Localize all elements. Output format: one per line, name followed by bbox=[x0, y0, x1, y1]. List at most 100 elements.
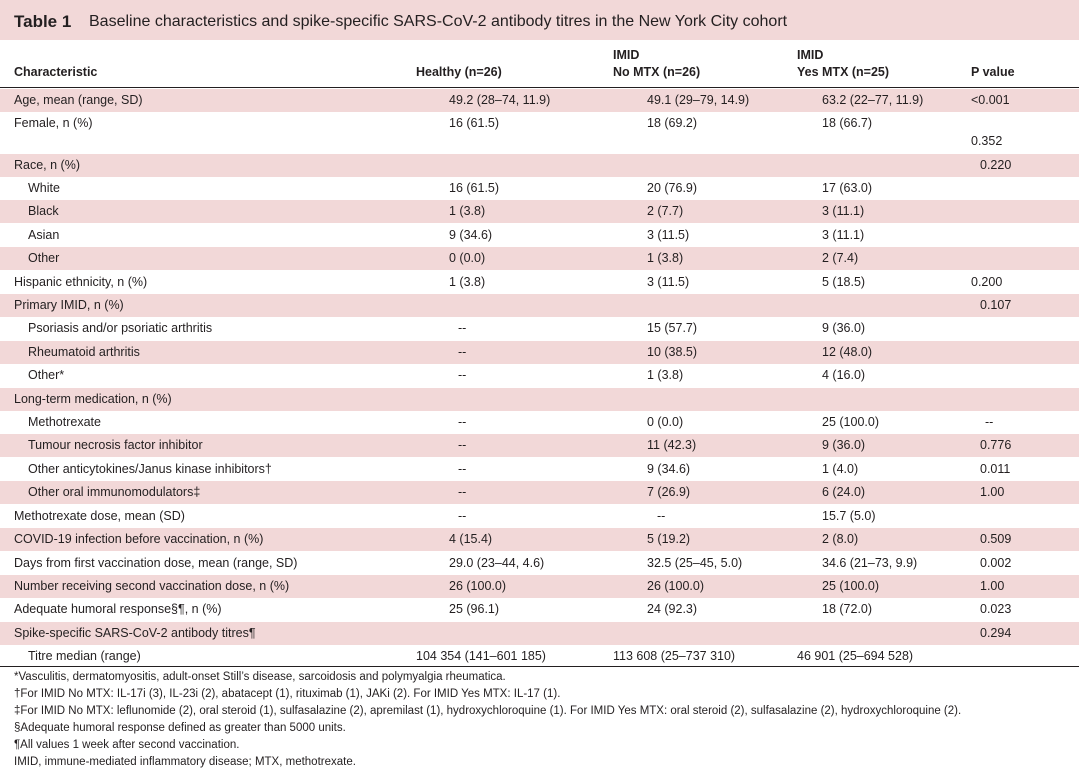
cell-pvalue: 0.107 bbox=[980, 298, 1012, 312]
cell-pvalue: 0.002 bbox=[980, 556, 1012, 570]
table-title: Baseline characteristics and spike-speci… bbox=[89, 13, 788, 30]
table-row: Black 1 (3.8) 2 (7.7) 3 (11.1) bbox=[0, 200, 1079, 223]
row-label: Primary IMID, n (%) bbox=[14, 298, 124, 312]
table-row: Titre median (range) 104 354 (141–601 18… bbox=[0, 645, 1079, 668]
table-row: Days from first vaccination dose, mean (… bbox=[0, 552, 1079, 575]
header-imid-no-line1: IMID bbox=[613, 48, 640, 62]
header-characteristic: Characteristic bbox=[14, 65, 98, 79]
row-label: Other anticytokines/Janus kinase inhibit… bbox=[28, 462, 272, 476]
header-pvalue: P value bbox=[971, 65, 1015, 79]
cell-no-mtx: -- bbox=[657, 509, 666, 523]
cell-healthy: -- bbox=[458, 415, 467, 429]
cell-pvalue: 0.509 bbox=[980, 532, 1012, 546]
cell-yes-mtx: 2 (8.0) bbox=[822, 532, 859, 546]
cell-healthy: 0 (0.0) bbox=[449, 251, 486, 265]
cell-yes-mtx: 3 (11.1) bbox=[822, 204, 865, 218]
cell-healthy: 4 (15.4) bbox=[449, 532, 493, 546]
footnote-pilcrow: ¶All values 1 week after second vaccinat… bbox=[14, 739, 240, 751]
row-label: COVID-19 infection before vaccination, n… bbox=[14, 532, 264, 546]
footnote-double-dagger: ‡For IMID No MTX: leflunomide (2), oral … bbox=[14, 705, 962, 717]
row-label: Race, n (%) bbox=[14, 158, 80, 172]
cell-healthy: -- bbox=[458, 485, 467, 499]
row-label: Methotrexate dose, mean (SD) bbox=[14, 509, 185, 523]
cell-pvalue: 0.011 bbox=[980, 462, 1011, 476]
cell-no-mtx: 10 (38.5) bbox=[647, 345, 698, 359]
row-label: Hispanic ethnicity, n (%) bbox=[14, 275, 148, 289]
header-imid-yes-line2: Yes MTX (n=25) bbox=[797, 65, 890, 79]
cell-no-mtx: 3 (11.5) bbox=[647, 275, 690, 289]
cell-healthy: 16 (61.5) bbox=[449, 181, 500, 195]
cell-yes-mtx: 2 (7.4) bbox=[822, 251, 859, 265]
table-row: Age, mean (range, SD) 49.2 (28–74, 11.9)… bbox=[0, 89, 1079, 112]
header-rule bbox=[0, 87, 1079, 88]
footnote-dagger: †For IMID No MTX: IL-17i (3), IL-23i (2)… bbox=[14, 688, 561, 700]
row-label: Long-term medication, n (%) bbox=[14, 392, 172, 406]
table-row: COVID-19 infection before vaccination, n… bbox=[0, 528, 1079, 551]
cell-no-mtx: 49.1 (29–79, 14.9) bbox=[647, 93, 750, 107]
table-row: Asian 9 (34.6) 3 (11.5) 3 (11.1) bbox=[0, 224, 1079, 247]
table-row: Female, n (%) 16 (61.5) 18 (69.2) 18 (66… bbox=[0, 112, 1079, 154]
table-row: Tumour necrosis factor inhibitor -- 11 (… bbox=[0, 434, 1079, 457]
header-imid-no-line2: No MTX (n=26) bbox=[613, 65, 701, 79]
row-label: Black bbox=[28, 204, 59, 218]
cell-pvalue: 0.294 bbox=[980, 626, 1012, 640]
cell-pvalue: -- bbox=[985, 415, 994, 429]
cell-healthy: -- bbox=[458, 509, 467, 523]
cell-yes-mtx: 6 (24.0) bbox=[822, 485, 866, 499]
footnote-section: §Adequate humoral response defined as gr… bbox=[14, 722, 346, 734]
cell-healthy: 29.0 (23–44, 4.6) bbox=[449, 556, 545, 570]
cell-pvalue: 0.352 bbox=[971, 134, 1003, 148]
cell-no-mtx: 7 (26.9) bbox=[647, 485, 691, 499]
cell-no-mtx: 3 (11.5) bbox=[647, 228, 690, 242]
cell-no-mtx: 5 (19.2) bbox=[647, 532, 691, 546]
cell-pvalue: 0.023 bbox=[980, 602, 1012, 616]
table-row: Spike-specific SARS-CoV-2 antibody titre… bbox=[0, 622, 1079, 645]
cell-yes-mtx: 18 (72.0) bbox=[822, 602, 873, 616]
cell-healthy: 16 (61.5) bbox=[449, 116, 500, 130]
cell-yes-mtx: 1 (4.0) bbox=[822, 462, 859, 476]
cell-no-mtx: 18 (69.2) bbox=[647, 116, 698, 130]
cell-no-mtx: 9 (34.6) bbox=[647, 462, 691, 476]
cell-healthy: 25 (96.1) bbox=[449, 602, 500, 616]
row-label: Other bbox=[28, 251, 60, 265]
cell-pvalue: <0.001 bbox=[971, 93, 1010, 107]
cell-yes-mtx: 3 (11.1) bbox=[822, 228, 865, 242]
table-row: Other oral immunomodulators‡ -- 7 (26.9)… bbox=[0, 481, 1079, 504]
row-label: Asian bbox=[28, 228, 60, 242]
table-row: Rheumatoid arthritis -- 10 (38.5) 12 (48… bbox=[0, 341, 1079, 364]
table-title-bar: Table 1 Baseline characteristics and spi… bbox=[0, 0, 1079, 40]
header-imid-yes-line1: IMID bbox=[797, 48, 824, 62]
table-row: Race, n (%) 0.220 bbox=[0, 154, 1079, 177]
cell-yes-mtx: 5 (18.5) bbox=[822, 275, 866, 289]
cell-healthy: -- bbox=[458, 438, 467, 452]
cell-no-mtx: 113 608 (25–737 310) bbox=[613, 649, 736, 663]
cell-no-mtx: 20 (76.9) bbox=[647, 181, 698, 195]
cell-yes-mtx: 9 (36.0) bbox=[822, 438, 866, 452]
table-row: Other 0 (0.0) 1 (3.8) 2 (7.4) bbox=[0, 247, 1079, 270]
table-row: Methotrexate dose, mean (SD) -- -- 15.7 … bbox=[0, 505, 1079, 528]
table-row: Other anticytokines/Janus kinase inhibit… bbox=[0, 458, 1079, 481]
header-imid-yes-mtx: IMID Yes MTX (n=25) bbox=[797, 47, 889, 81]
cell-no-mtx: 2 (7.7) bbox=[647, 204, 684, 218]
cell-healthy: 49.2 (28–74, 11.9) bbox=[449, 93, 551, 107]
header-imid-no-mtx: IMID No MTX (n=26) bbox=[613, 47, 700, 81]
cell-healthy: 9 (34.6) bbox=[449, 228, 493, 242]
table-row: Hispanic ethnicity, n (%) 1 (3.8) 3 (11.… bbox=[0, 271, 1079, 294]
cell-healthy: 1 (3.8) bbox=[449, 275, 486, 289]
row-label: Number receiving second vaccination dose… bbox=[14, 579, 290, 593]
cell-yes-mtx: 46 901 (25–694 528) bbox=[797, 649, 914, 663]
cell-yes-mtx: 15.7 (5.0) bbox=[822, 509, 876, 523]
row-label: Methotrexate bbox=[28, 415, 101, 429]
cell-healthy: 104 354 (141–601 185) bbox=[416, 649, 546, 663]
row-label: Female, n (%) bbox=[14, 116, 93, 130]
cell-healthy: 1 (3.8) bbox=[449, 204, 486, 218]
row-label: Age, mean (range, SD) bbox=[14, 93, 143, 107]
row-label: Rheumatoid arthritis bbox=[28, 345, 140, 359]
cell-yes-mtx: 63.2 (22–77, 11.9) bbox=[822, 93, 924, 107]
table-row: Primary IMID, n (%) 0.107 bbox=[0, 294, 1079, 317]
cell-yes-mtx: 12 (48.0) bbox=[822, 345, 873, 359]
table-row: Number receiving second vaccination dose… bbox=[0, 575, 1079, 598]
cell-yes-mtx: 9 (36.0) bbox=[822, 321, 866, 335]
table-row: Psoriasis and/or psoriatic arthritis -- … bbox=[0, 317, 1079, 340]
cell-pvalue: 1.00 bbox=[980, 485, 1005, 499]
